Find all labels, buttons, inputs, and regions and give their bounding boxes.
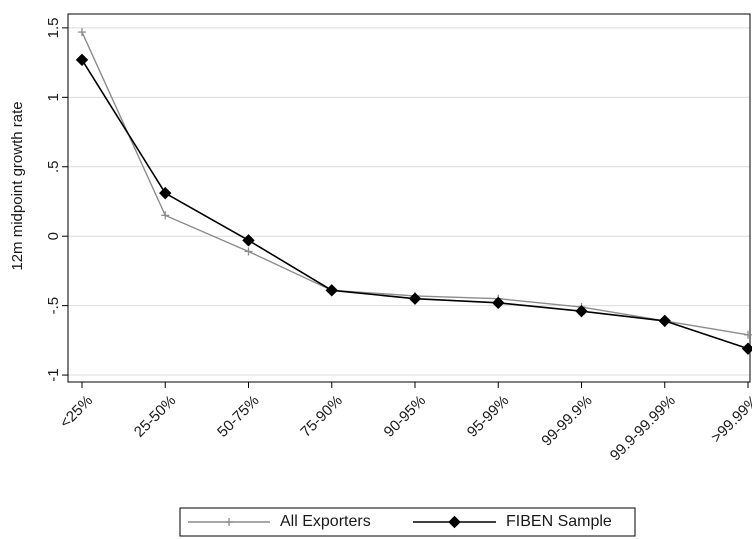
diamond-marker xyxy=(408,292,422,305)
y-tick-label: 1 xyxy=(45,93,62,101)
legend-label: All Exporters xyxy=(280,513,371,530)
legend-item: FIBEN Sample xyxy=(413,513,612,530)
y-tick-label: -1 xyxy=(45,368,62,381)
plus-marker xyxy=(161,211,170,220)
diamond-marker xyxy=(242,234,255,247)
plus-marker xyxy=(225,518,233,526)
series-all-exporters xyxy=(78,28,752,339)
diamond-marker xyxy=(325,284,338,297)
y-tick-label: 1.5 xyxy=(45,17,62,38)
x-tick-label: <25% xyxy=(57,392,96,431)
axes: -1 -.5 0 .5 1 1.5 <25% 25-50% 50-75% 75-90% 90-95%… xyxy=(45,13,752,464)
x-tick-label: >99.99% xyxy=(708,392,752,446)
plus-marker xyxy=(744,330,752,339)
y-tick-label: -.5 xyxy=(45,297,62,315)
x-tick-label: 50-75% xyxy=(214,392,263,441)
plot-frame xyxy=(67,13,751,383)
diamond-marker xyxy=(448,515,461,529)
diamond-marker xyxy=(159,186,172,200)
x-tick-label: 25-50% xyxy=(131,392,180,441)
series-fiben-sample xyxy=(75,53,752,355)
x-tick-label: 99.9-99.99% xyxy=(607,392,679,464)
plus-marker xyxy=(78,28,86,37)
y-tick-label: 0 xyxy=(45,232,62,240)
x-tick-label: 75-90% xyxy=(297,392,346,441)
legend-item: All Exporters xyxy=(188,513,371,530)
y-tick-label: .5 xyxy=(45,160,62,173)
x-tick-label: 99-99.9% xyxy=(538,392,595,449)
diamond-marker xyxy=(741,342,752,355)
plus-marker xyxy=(244,247,253,256)
x-tick-label: 95-99% xyxy=(464,392,513,441)
diamond-marker xyxy=(492,296,505,310)
gridlines xyxy=(68,27,750,376)
y-axis-title: 12m midpoint growth rate xyxy=(9,101,26,270)
series-lines xyxy=(75,28,752,355)
diamond-marker xyxy=(75,53,89,67)
legend: All Exporters FIBEN Sample xyxy=(179,507,636,537)
legend-label: FIBEN Sample xyxy=(506,513,612,530)
x-tick-label: 90-95% xyxy=(381,392,430,441)
diamond-marker xyxy=(658,314,671,328)
diamond-marker xyxy=(575,304,588,318)
series-line xyxy=(81,31,749,336)
